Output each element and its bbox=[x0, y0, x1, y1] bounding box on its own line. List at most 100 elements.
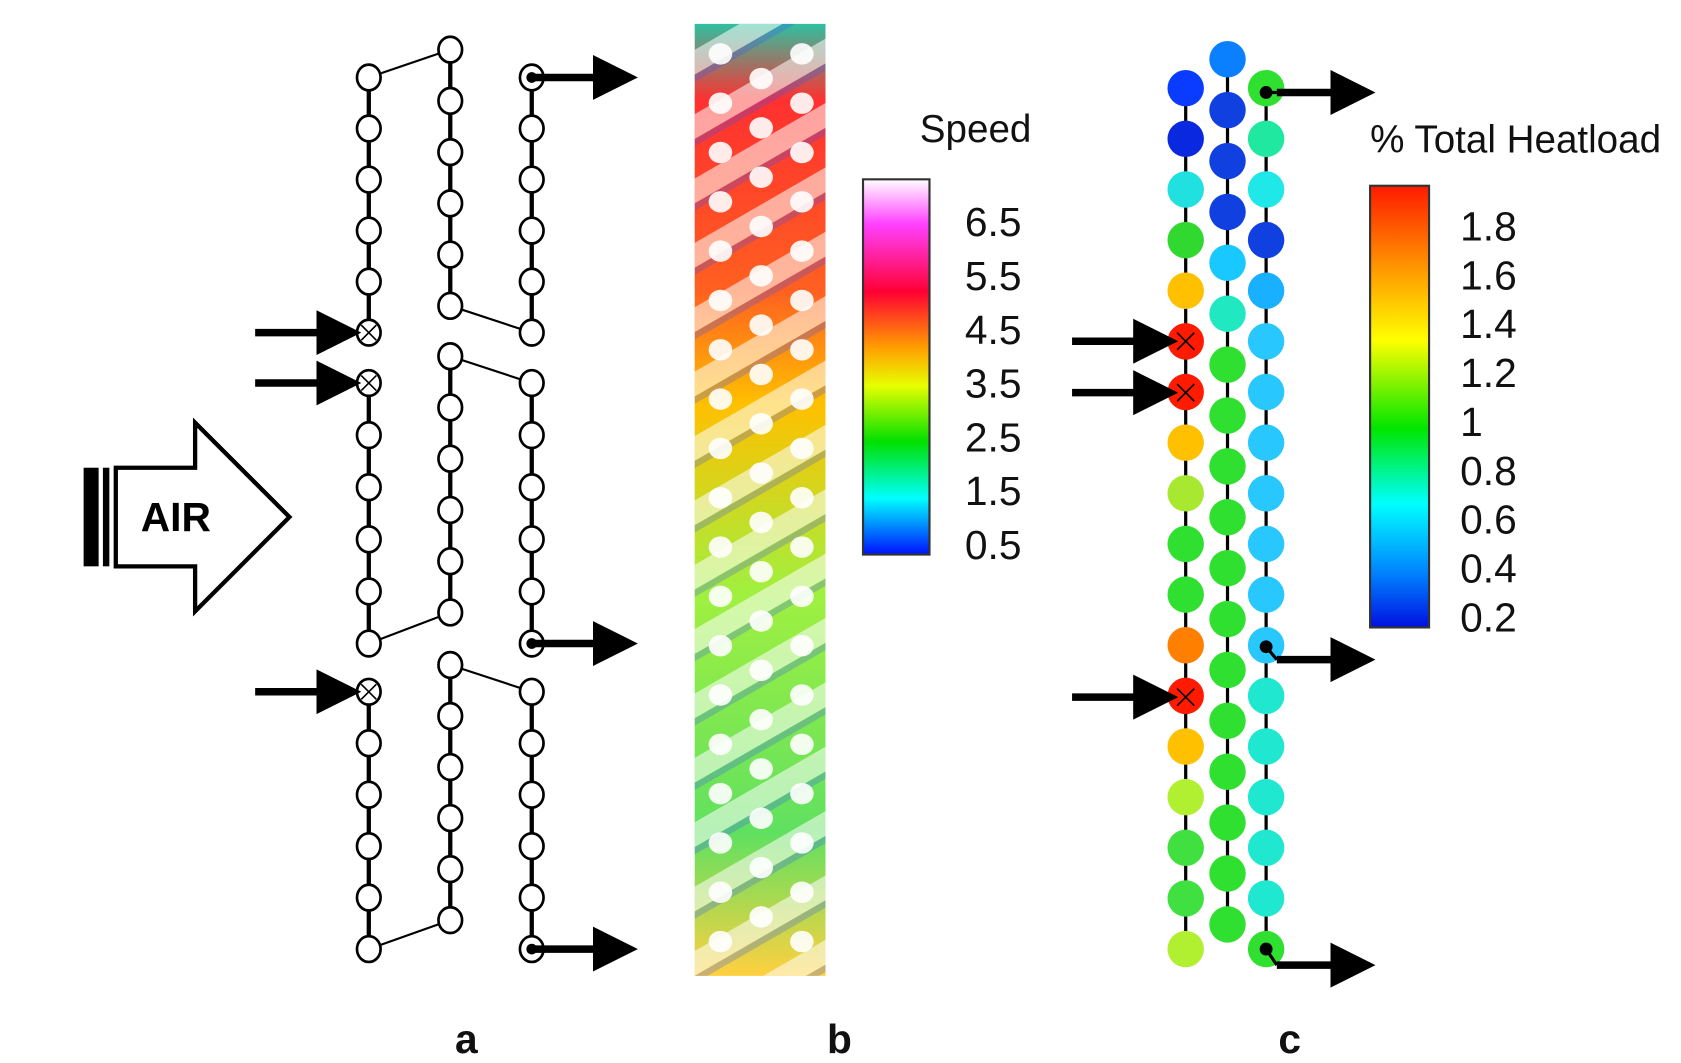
panel-label: b bbox=[827, 1016, 852, 1062]
tube-link bbox=[449, 355, 533, 385]
tube bbox=[518, 318, 545, 347]
tube bbox=[437, 752, 464, 782]
tube-hole bbox=[790, 930, 814, 953]
tube bbox=[1209, 600, 1246, 638]
tube-hole bbox=[708, 881, 733, 903]
tube-holes bbox=[708, 43, 814, 953]
tube bbox=[1167, 880, 1204, 917]
tube bbox=[1247, 272, 1285, 309]
tube bbox=[437, 444, 464, 473]
tick-label: 0.8 bbox=[1460, 448, 1517, 494]
tube bbox=[1209, 41, 1246, 78]
tube bbox=[437, 598, 464, 627]
tube-hole bbox=[708, 634, 733, 657]
tube-hole bbox=[790, 487, 814, 509]
tube-hole bbox=[708, 240, 733, 262]
tube-hole bbox=[790, 240, 814, 262]
tube-hole bbox=[708, 832, 733, 854]
tube bbox=[437, 342, 464, 371]
tube-hole bbox=[749, 462, 773, 484]
tube bbox=[1209, 549, 1246, 587]
inlet-mark bbox=[1176, 332, 1195, 351]
tube-hole bbox=[749, 166, 773, 188]
tick-label: 0.4 bbox=[1460, 546, 1517, 592]
tube-hole bbox=[708, 782, 733, 805]
tube bbox=[1247, 171, 1285, 208]
tube-hole bbox=[749, 265, 773, 287]
tube-hole bbox=[708, 141, 733, 164]
tube bbox=[518, 677, 545, 706]
tube bbox=[1209, 244, 1246, 282]
tube bbox=[437, 393, 464, 422]
tick-label: 2.5 bbox=[965, 414, 1022, 460]
panel-label: a bbox=[455, 1016, 478, 1062]
tube-hole bbox=[790, 684, 814, 706]
air-bar bbox=[83, 467, 99, 567]
tube-hole bbox=[708, 585, 733, 608]
tube bbox=[437, 905, 464, 935]
tick-label: 1.8 bbox=[1460, 203, 1517, 249]
tube-hole bbox=[708, 191, 733, 213]
tube bbox=[1167, 69, 1204, 107]
air-label: AIR bbox=[141, 494, 211, 540]
tube bbox=[1167, 475, 1204, 512]
tube-hole bbox=[790, 289, 814, 312]
flow-link bbox=[1264, 645, 1279, 661]
tube-hole bbox=[790, 733, 814, 756]
tube bbox=[355, 420, 382, 450]
tube-hole bbox=[749, 363, 773, 386]
air-bar bbox=[102, 467, 110, 567]
tube bbox=[1247, 323, 1285, 360]
tick-label: 0.5 bbox=[965, 522, 1022, 568]
tube-hole bbox=[790, 141, 814, 164]
panel-c-circuit bbox=[1072, 41, 1376, 988]
tube-hole bbox=[749, 511, 773, 534]
tube bbox=[1247, 880, 1285, 917]
colorbar-title: % Total Heatload bbox=[1370, 119, 1661, 162]
inlet-mark bbox=[1176, 383, 1195, 402]
tube-link bbox=[368, 611, 451, 645]
tube bbox=[437, 137, 464, 167]
tube-hole bbox=[708, 930, 733, 953]
tube-hole bbox=[790, 881, 814, 903]
tube bbox=[1209, 91, 1246, 129]
tick-label: 4.5 bbox=[965, 307, 1022, 353]
tube bbox=[1167, 930, 1204, 968]
colorbar-title: Speed bbox=[920, 108, 1032, 151]
tube-hole bbox=[708, 43, 733, 65]
tube-hole bbox=[708, 487, 733, 509]
tube bbox=[1247, 728, 1285, 765]
panel-a-circuit bbox=[255, 35, 638, 972]
tube bbox=[1209, 499, 1246, 536]
tube bbox=[437, 546, 464, 576]
speed-colorbar bbox=[861, 178, 931, 556]
tube bbox=[355, 729, 382, 758]
tube bbox=[1167, 576, 1204, 613]
tube bbox=[355, 831, 382, 861]
tube bbox=[518, 883, 545, 912]
tube-hole bbox=[708, 437, 733, 460]
tick-label: 5.5 bbox=[965, 253, 1022, 299]
tube bbox=[437, 86, 464, 116]
inlet-mark bbox=[360, 324, 377, 341]
tube bbox=[1209, 804, 1246, 841]
tube bbox=[1247, 778, 1285, 816]
heat-ticks: 1.81.61.41.210.80.60.40.2 bbox=[1460, 203, 1517, 640]
tube bbox=[1167, 677, 1204, 715]
tube-hole bbox=[749, 906, 773, 928]
tube bbox=[518, 420, 545, 450]
tube bbox=[518, 473, 545, 502]
tube-hole bbox=[749, 758, 773, 780]
tube-hole bbox=[708, 92, 733, 114]
tube-hole bbox=[708, 536, 733, 558]
tube-hole bbox=[790, 536, 814, 558]
tube bbox=[1167, 120, 1204, 158]
tube bbox=[437, 701, 464, 731]
tube bbox=[518, 114, 545, 143]
tube bbox=[355, 780, 382, 809]
tube bbox=[518, 831, 545, 861]
tube-hole bbox=[790, 437, 814, 460]
tube bbox=[1247, 221, 1285, 259]
